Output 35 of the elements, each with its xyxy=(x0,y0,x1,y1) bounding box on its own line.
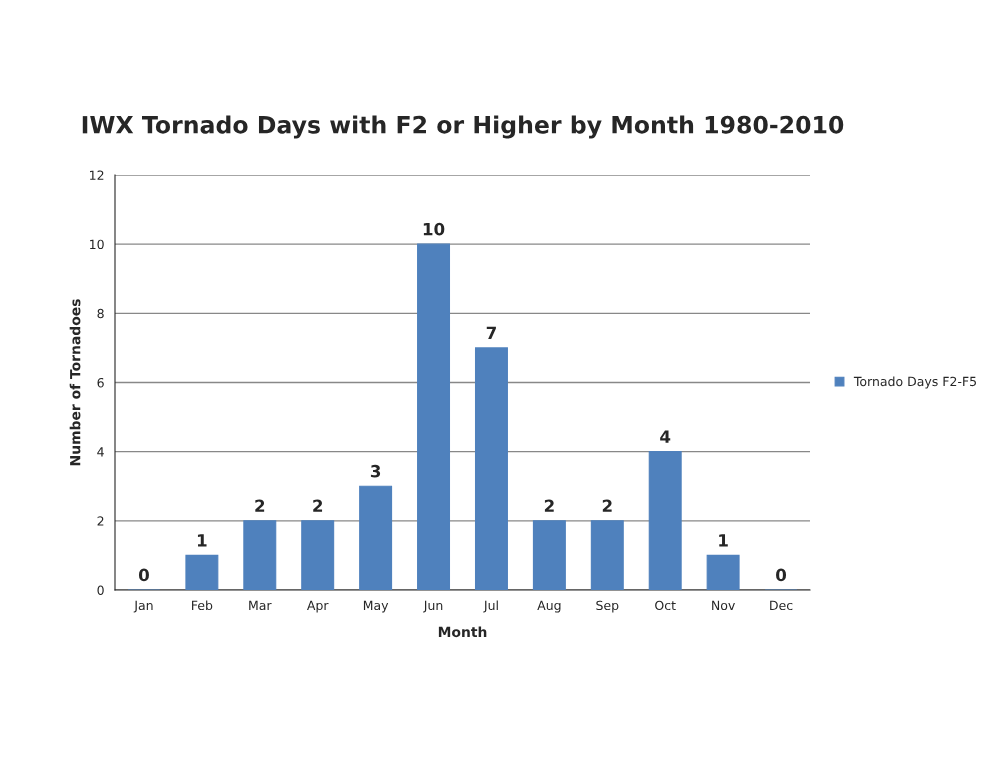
x-tick-label: Aug xyxy=(537,600,561,613)
data-label: 10 xyxy=(423,222,445,236)
legend-label: Tornado Days F2-F5 xyxy=(853,376,976,389)
data-label: 4 xyxy=(660,430,671,443)
x-axis-title: Month xyxy=(438,626,487,638)
y-tick-label: 0 xyxy=(97,585,104,595)
x-tick-label: Jul xyxy=(483,600,498,613)
y-tick-label: 2 xyxy=(97,516,104,526)
data-label: 0 xyxy=(138,568,149,582)
data-label: 2 xyxy=(602,499,612,512)
y-tick-label: 4 xyxy=(97,447,104,457)
y-tick-label: 8 xyxy=(97,308,104,319)
data-label: 2 xyxy=(313,499,323,512)
x-tick-label: Oct xyxy=(655,600,676,611)
data-label: 1 xyxy=(719,534,728,547)
x-tick-label: Apr xyxy=(306,600,329,613)
data-label: 0 xyxy=(776,568,787,582)
data-label: 7 xyxy=(486,326,496,339)
x-tick-label: Jan xyxy=(133,600,153,613)
y-tick-label: 6 xyxy=(97,377,104,388)
data-label: 3 xyxy=(370,464,381,478)
chart-title: IWX Tornado Days with F2 or Higher by Month 1980-2010 xyxy=(82,115,844,139)
x-tick-label: Feb xyxy=(192,600,213,611)
y-tick-label: 12 xyxy=(90,170,104,180)
x-tick-label: May xyxy=(363,600,389,613)
data-label: 2 xyxy=(544,499,554,512)
x-tick-label: Nov xyxy=(712,600,735,611)
data-label: 1 xyxy=(197,534,207,547)
x-tick-label: Dec xyxy=(770,600,793,611)
x-tick-label: Mar xyxy=(249,600,272,611)
y-tick-label: 10 xyxy=(90,239,104,250)
data-label: 2 xyxy=(255,499,265,512)
y-axis-title: Number of Tornadoes xyxy=(69,299,81,466)
x-tick-label: Sep xyxy=(596,600,619,613)
x-tick-label: Jun xyxy=(423,600,443,613)
